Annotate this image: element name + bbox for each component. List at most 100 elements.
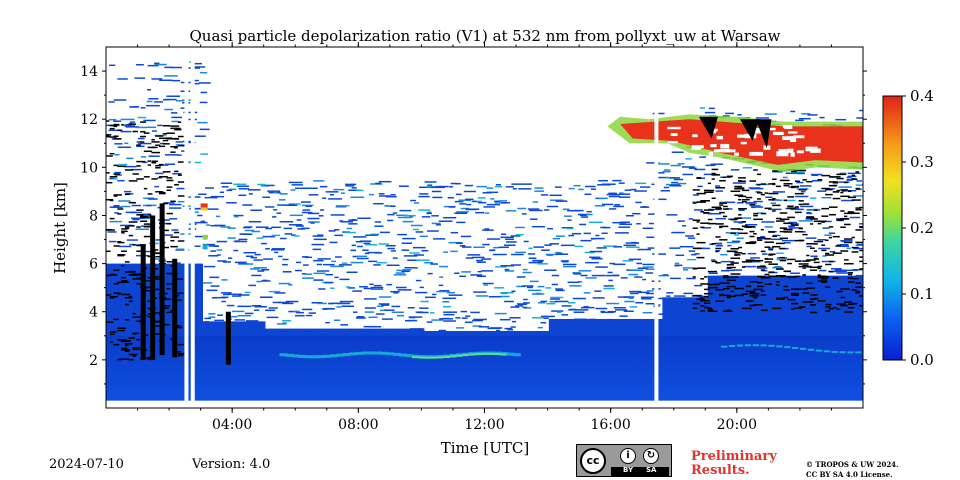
heatmap-cell bbox=[813, 261, 820, 264]
heatmap-cell bbox=[174, 138, 180, 140]
footer-date: 2024-07-10 bbox=[49, 457, 124, 472]
heatmap-cell bbox=[832, 181, 839, 183]
heatmap-cell bbox=[696, 297, 703, 336]
heatmap-cell bbox=[749, 304, 756, 307]
heatmap-cell bbox=[694, 284, 703, 287]
heatmap-cell bbox=[760, 290, 765, 292]
heatmap-cell bbox=[711, 206, 722, 209]
heatmap-cell bbox=[282, 322, 287, 324]
heatmap-cell bbox=[396, 214, 408, 217]
copyright-line-2: CC BY SA 4.0 License. bbox=[806, 470, 893, 479]
heatmap-cell bbox=[170, 245, 178, 248]
heatmap-cell bbox=[162, 171, 171, 173]
heatmap-cell bbox=[248, 284, 257, 287]
heatmap-cell bbox=[168, 203, 182, 206]
heatmap-cell bbox=[121, 250, 127, 252]
heatmap-cell bbox=[828, 213, 836, 216]
heatmap-cell bbox=[317, 355, 326, 359]
heatmap-cell bbox=[109, 127, 115, 130]
heatmap-cell bbox=[669, 177, 681, 179]
heatmap-cell bbox=[560, 244, 575, 247]
heatmap-cell bbox=[328, 230, 336, 232]
heatmap-cell bbox=[730, 276, 739, 279]
heatmap-cell bbox=[840, 240, 853, 242]
heatmap-cell bbox=[784, 199, 796, 202]
heatmap-cell bbox=[129, 211, 143, 214]
heatmap-cell bbox=[567, 219, 572, 221]
heatmap-cell bbox=[611, 318, 618, 336]
heatmap-cell bbox=[433, 238, 446, 240]
heatmap-cell bbox=[551, 283, 558, 286]
heatmap-cell bbox=[802, 288, 808, 290]
heatmap-cell bbox=[108, 101, 115, 103]
heatmap-cell bbox=[648, 222, 654, 225]
heatmap-cell bbox=[437, 356, 444, 359]
heatmap-cell bbox=[779, 247, 786, 250]
heatmap-cell bbox=[119, 245, 132, 248]
heatmap-cell bbox=[715, 300, 725, 302]
plot-area bbox=[106, 47, 863, 408]
heatmap-cell bbox=[113, 194, 122, 196]
heatmap-cell bbox=[597, 197, 608, 200]
heatmap-cell bbox=[280, 237, 287, 240]
heatmap-cell bbox=[227, 227, 236, 229]
heatmap-cell bbox=[151, 78, 163, 80]
heatmap-cell bbox=[751, 260, 761, 263]
heatmap-cell bbox=[624, 189, 632, 191]
heatmap-cell bbox=[175, 248, 185, 251]
heatmap-cell bbox=[389, 328, 397, 336]
heatmap-cell bbox=[408, 316, 423, 318]
heatmap-cell bbox=[813, 240, 824, 243]
heatmap-cell bbox=[340, 324, 349, 326]
heatmap-cell bbox=[124, 261, 130, 263]
heatmap-cell bbox=[516, 276, 526, 278]
heatmap-cell bbox=[715, 262, 721, 264]
heatmap-cell bbox=[841, 190, 846, 192]
heatmap-cell bbox=[730, 275, 737, 336]
heatmap-cell bbox=[656, 318, 663, 336]
heatmap-cell bbox=[459, 203, 467, 205]
heatmap-cell bbox=[768, 275, 778, 277]
heatmap-cell bbox=[724, 275, 732, 336]
heatmap-cell bbox=[490, 198, 495, 200]
heatmap-cell bbox=[455, 182, 461, 185]
heatmap-cell bbox=[528, 289, 542, 292]
heatmap-cell bbox=[802, 267, 806, 269]
heatmap-cell bbox=[171, 116, 183, 119]
heatmap-cell bbox=[177, 195, 186, 197]
cc-license-badge[interactable]: cc i ↻ BY SA bbox=[576, 444, 672, 477]
heatmap-cell bbox=[629, 290, 642, 293]
heatmap-cell bbox=[796, 181, 804, 184]
heatmap-cell bbox=[690, 297, 697, 336]
heatmap-cell bbox=[777, 199, 783, 202]
heatmap-cell bbox=[510, 235, 521, 237]
heatmap-cell bbox=[586, 210, 592, 213]
heatmap-cell bbox=[362, 249, 369, 251]
heatmap-cell bbox=[768, 192, 779, 195]
heatmap-cell bbox=[787, 216, 795, 219]
heatmap-cell bbox=[285, 353, 294, 357]
aerosol-spot bbox=[202, 234, 208, 240]
heatmap-cell bbox=[745, 300, 754, 302]
heatmap-cell bbox=[534, 187, 544, 189]
heatmap-cell bbox=[822, 255, 827, 257]
heatmap-cell bbox=[124, 350, 130, 352]
heatmap-cell bbox=[637, 267, 649, 269]
heatmap-cell bbox=[109, 331, 117, 333]
heatmap-cell bbox=[722, 275, 729, 277]
heatmap-cell bbox=[618, 226, 631, 228]
heatmap-cell bbox=[109, 199, 114, 202]
heatmap-cell bbox=[533, 246, 545, 248]
heatmap-cell bbox=[561, 314, 569, 316]
heatmap-cell bbox=[200, 153, 209, 155]
heatmap-cell bbox=[419, 307, 429, 309]
heatmap-cell bbox=[836, 218, 844, 221]
heatmap-cell bbox=[238, 263, 249, 265]
heatmap-cell bbox=[257, 183, 266, 186]
heatmap-cell bbox=[708, 107, 715, 110]
heatmap-cell bbox=[404, 267, 418, 269]
heatmap-cell bbox=[245, 320, 259, 322]
heatmap-cell bbox=[663, 186, 670, 189]
heatmap-cell bbox=[761, 269, 768, 272]
heatmap-cell bbox=[753, 288, 763, 291]
